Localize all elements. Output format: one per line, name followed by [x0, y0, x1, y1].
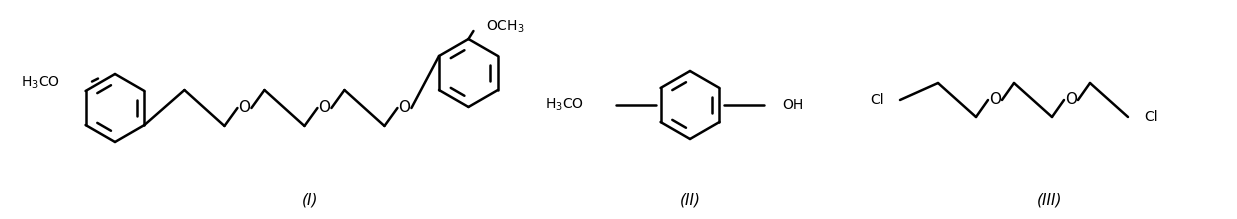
Text: O: O: [318, 101, 330, 115]
Text: O: O: [398, 101, 411, 115]
Text: O: O: [990, 92, 1001, 108]
Text: OCH$_3$: OCH$_3$: [486, 19, 524, 35]
Text: O: O: [1065, 92, 1077, 108]
Text: (II): (II): [679, 193, 700, 207]
Text: H$_3$CO: H$_3$CO: [21, 74, 61, 91]
Text: OH: OH: [782, 98, 803, 112]
Text: O: O: [239, 101, 250, 115]
Text: (I): (I): [302, 193, 318, 207]
Text: H$_3$CO: H$_3$CO: [546, 97, 584, 113]
Text: Cl: Cl: [1144, 110, 1158, 124]
Text: (III): (III): [1038, 193, 1063, 207]
Text: Cl: Cl: [871, 93, 884, 107]
